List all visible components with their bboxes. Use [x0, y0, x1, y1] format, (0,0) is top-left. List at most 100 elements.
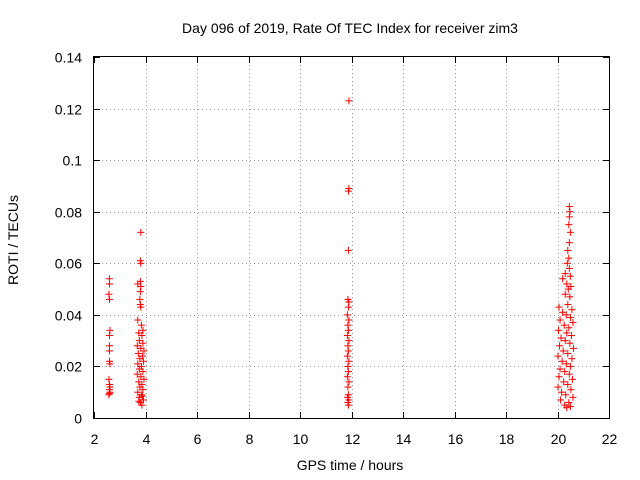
data-point [566, 339, 574, 347]
data-point [565, 239, 573, 247]
data-point [345, 337, 353, 345]
x-tick-label: 18 [499, 431, 515, 447]
data-point [138, 331, 146, 339]
y-tick-label: 0.04 [55, 308, 82, 324]
data-point [344, 303, 352, 311]
data-point [344, 362, 352, 370]
data-point [135, 397, 143, 405]
data-point [344, 347, 352, 355]
data-point [137, 259, 145, 267]
data-point [566, 272, 574, 280]
data-point [564, 380, 572, 388]
data-point [568, 306, 576, 314]
data-point [554, 352, 562, 360]
data-point [343, 352, 351, 360]
data-point [136, 355, 144, 363]
data-point [138, 392, 146, 400]
data-point [568, 375, 576, 383]
data-point [565, 264, 573, 272]
data-point [136, 277, 144, 285]
data-point [560, 378, 568, 386]
x-tick-label: 12 [345, 431, 361, 447]
data-point [139, 339, 147, 347]
data-point [564, 285, 572, 293]
data-point [135, 393, 143, 401]
data-point [344, 383, 352, 391]
data-point [562, 391, 570, 399]
x-axis-label: GPS time / hours [297, 457, 404, 473]
grid [94, 57, 609, 418]
x-tick-label: 10 [293, 431, 309, 447]
x-tick-label: 4 [143, 431, 151, 447]
data-point [133, 370, 141, 378]
data-point [566, 228, 574, 236]
data-point [563, 280, 571, 288]
data-point [106, 326, 114, 334]
data-point [559, 308, 567, 316]
data-point [136, 288, 144, 296]
data-point [561, 270, 569, 278]
data-point [345, 185, 353, 193]
chart-title: Day 096 of 2019, Rate Of TEC Index for r… [182, 20, 518, 36]
data-point [137, 282, 145, 290]
data-point [560, 321, 568, 329]
data-point [345, 97, 353, 105]
data-point [343, 373, 351, 381]
data-point [559, 347, 567, 355]
data-point [105, 390, 113, 398]
data-point [561, 290, 569, 298]
data-point [137, 321, 145, 329]
data-point [555, 303, 563, 311]
data-point [344, 401, 352, 409]
data-point [135, 365, 143, 373]
data-point [566, 402, 574, 410]
data-point [139, 386, 147, 394]
x-tick-label: 2 [91, 431, 99, 447]
data-point [565, 213, 573, 221]
data-points [105, 97, 577, 412]
data-point [134, 316, 142, 324]
x-tick-label: 22 [602, 431, 618, 447]
data-point [344, 342, 352, 350]
data-point [136, 295, 144, 303]
data-point [344, 246, 352, 254]
data-point [105, 331, 113, 339]
data-point [561, 368, 569, 376]
data-point [137, 228, 145, 236]
data-point [567, 331, 575, 339]
data-point [565, 221, 573, 229]
data-point [566, 362, 574, 370]
y-tick-label: 0.14 [55, 50, 82, 66]
data-point [555, 373, 563, 381]
data-point [134, 360, 142, 368]
data-point [137, 303, 145, 311]
data-point [566, 313, 574, 321]
data-point [139, 368, 147, 376]
y-tick-label: 0.02 [55, 359, 82, 375]
data-point [344, 321, 352, 329]
y-tick-label: 0.08 [55, 205, 82, 221]
data-point [345, 378, 353, 386]
data-point [565, 324, 573, 332]
data-point [135, 337, 143, 345]
data-point [138, 401, 146, 409]
data-point [569, 319, 577, 327]
data-point [557, 334, 565, 342]
x-tick-label: 16 [448, 431, 464, 447]
data-point [564, 246, 572, 254]
y-axis-label: ROTI / TECUs [5, 195, 21, 285]
data-point [345, 357, 353, 365]
data-point [556, 342, 564, 350]
y-tick-label: 0.1 [63, 153, 83, 169]
data-point [555, 326, 563, 334]
data-point [566, 293, 574, 301]
data-point [139, 357, 147, 365]
x-tick-label: 8 [246, 431, 254, 447]
data-point [565, 399, 573, 407]
x-tick-label: 14 [396, 431, 412, 447]
data-point [565, 254, 573, 262]
data-point [556, 365, 564, 373]
data-point [134, 350, 142, 358]
data-point [562, 311, 570, 319]
